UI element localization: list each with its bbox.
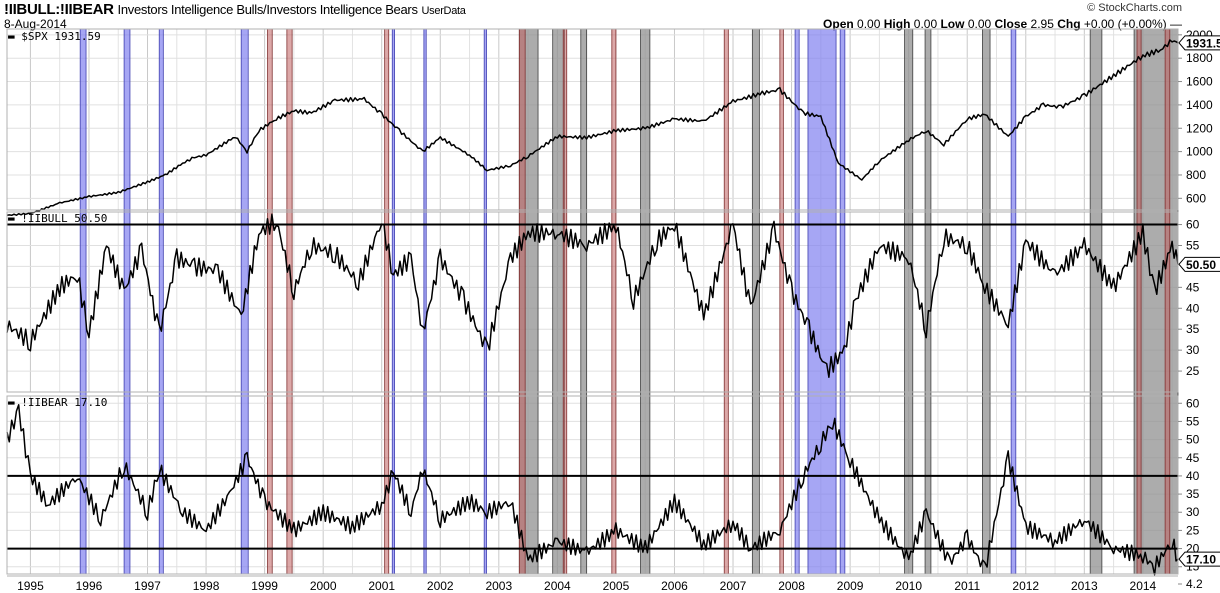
svg-text:50.50: 50.50: [1186, 258, 1216, 272]
svg-text:2013: 2013: [1071, 579, 1098, 593]
svg-text:2011: 2011: [954, 579, 980, 593]
svg-text:1996: 1996: [76, 579, 103, 593]
grid-lines: [7, 29, 1178, 574]
svg-text:30: 30: [1186, 343, 1200, 357]
svg-text:60: 60: [1186, 218, 1200, 232]
svg-text:1999: 1999: [251, 579, 278, 593]
panel-label-bear: ▬ !IIBEAR 17.10: [8, 396, 108, 409]
chart-title: !IIBULL:!IIBEAR Investors Intelligence B…: [4, 1, 466, 18]
svg-text:2000: 2000: [310, 579, 337, 593]
svg-text:2009: 2009: [837, 579, 864, 593]
svg-text:800: 800: [1186, 168, 1206, 182]
panel-frames: [6, 28, 1179, 575]
svg-text:1998: 1998: [193, 579, 220, 593]
panel-label-spx: ▬ $SPX 1931.59: [8, 30, 101, 43]
data-source: UserData: [421, 5, 466, 17]
symbol-description: Investors Intelligence Bulls/Investors I…: [117, 2, 418, 17]
bear-label: !IIBEAR 17.10: [21, 396, 108, 409]
spx-label: $SPX 1931.59: [21, 30, 101, 43]
svg-text:2003: 2003: [485, 579, 512, 593]
svg-text:45: 45: [1186, 451, 1200, 465]
svg-text:2012: 2012: [1012, 579, 1039, 593]
close-value: 2.95: [1030, 17, 1054, 31]
svg-text:40: 40: [1186, 469, 1200, 483]
svg-text:600: 600: [1186, 191, 1206, 205]
low-label: Low: [940, 17, 965, 31]
bull-label: !IIBULL 50.50: [21, 212, 108, 225]
svg-text:2007: 2007: [720, 579, 747, 593]
svg-text:1995: 1995: [17, 579, 44, 593]
close-label: Close: [994, 17, 1028, 31]
svg-text:1400: 1400: [1186, 98, 1213, 112]
chg-value: +0.00 (+0.00%): [1083, 17, 1167, 31]
svg-text:2005: 2005: [603, 579, 630, 593]
svg-text:55: 55: [1186, 414, 1200, 428]
open-value: 0.00: [857, 17, 881, 31]
svg-text:35: 35: [1186, 322, 1200, 336]
symbol: !IIBULL:!IIBEAR: [4, 1, 114, 18]
chart-date: 8-Aug-2014: [4, 17, 67, 31]
svg-text:2002: 2002: [427, 579, 454, 593]
svg-text:2006: 2006: [661, 579, 688, 593]
svg-text:60: 60: [1186, 396, 1200, 410]
svg-text:1800: 1800: [1186, 51, 1213, 65]
svg-text:2004: 2004: [544, 579, 571, 593]
svg-text:1200: 1200: [1186, 121, 1213, 135]
ohlc-summary: Open 0.00 High 0.00 Low 0.00 Close 2.95 …: [823, 17, 1182, 31]
open-label: Open: [823, 17, 854, 31]
data-lines: [6, 39, 1179, 576]
svg-text:1997: 1997: [134, 579, 161, 593]
svg-text:1600: 1600: [1186, 75, 1213, 89]
svg-text:25: 25: [1186, 523, 1200, 537]
svg-text:1931.5: 1931.5: [1186, 36, 1220, 50]
svg-text:17.10: 17.10: [1186, 553, 1216, 567]
svg-text:2010: 2010: [895, 579, 922, 593]
chg-label: Chg: [1057, 17, 1081, 31]
high-label: High: [883, 17, 911, 31]
high-value: 0.00: [913, 17, 938, 31]
svg-text:35: 35: [1186, 487, 1200, 501]
svg-text:2014: 2014: [1130, 579, 1157, 593]
svg-text:2001: 2001: [368, 579, 395, 593]
legend-dash-icon: —: [1170, 17, 1182, 31]
reference-lines: [7, 223, 1178, 550]
low-value: 0.00: [967, 17, 992, 31]
svg-text:4.2: 4.2: [1186, 577, 1203, 591]
svg-text:2008: 2008: [778, 579, 805, 593]
svg-text:30: 30: [1186, 505, 1200, 519]
svg-text:40: 40: [1186, 301, 1200, 315]
svg-text:25: 25: [1186, 364, 1200, 378]
svg-text:45: 45: [1186, 280, 1200, 294]
svg-text:50: 50: [1186, 433, 1200, 447]
axes: 2000 1800 1600 1400 1200 1000 800 600 1931.5 60 55…: [7, 28, 1220, 593]
panel-label-bull: ▬ !IIBULL 50.50: [8, 212, 108, 225]
copyright: © StockCharts.com: [1087, 2, 1182, 14]
svg-text:55: 55: [1186, 238, 1200, 252]
svg-text:1000: 1000: [1186, 145, 1213, 159]
